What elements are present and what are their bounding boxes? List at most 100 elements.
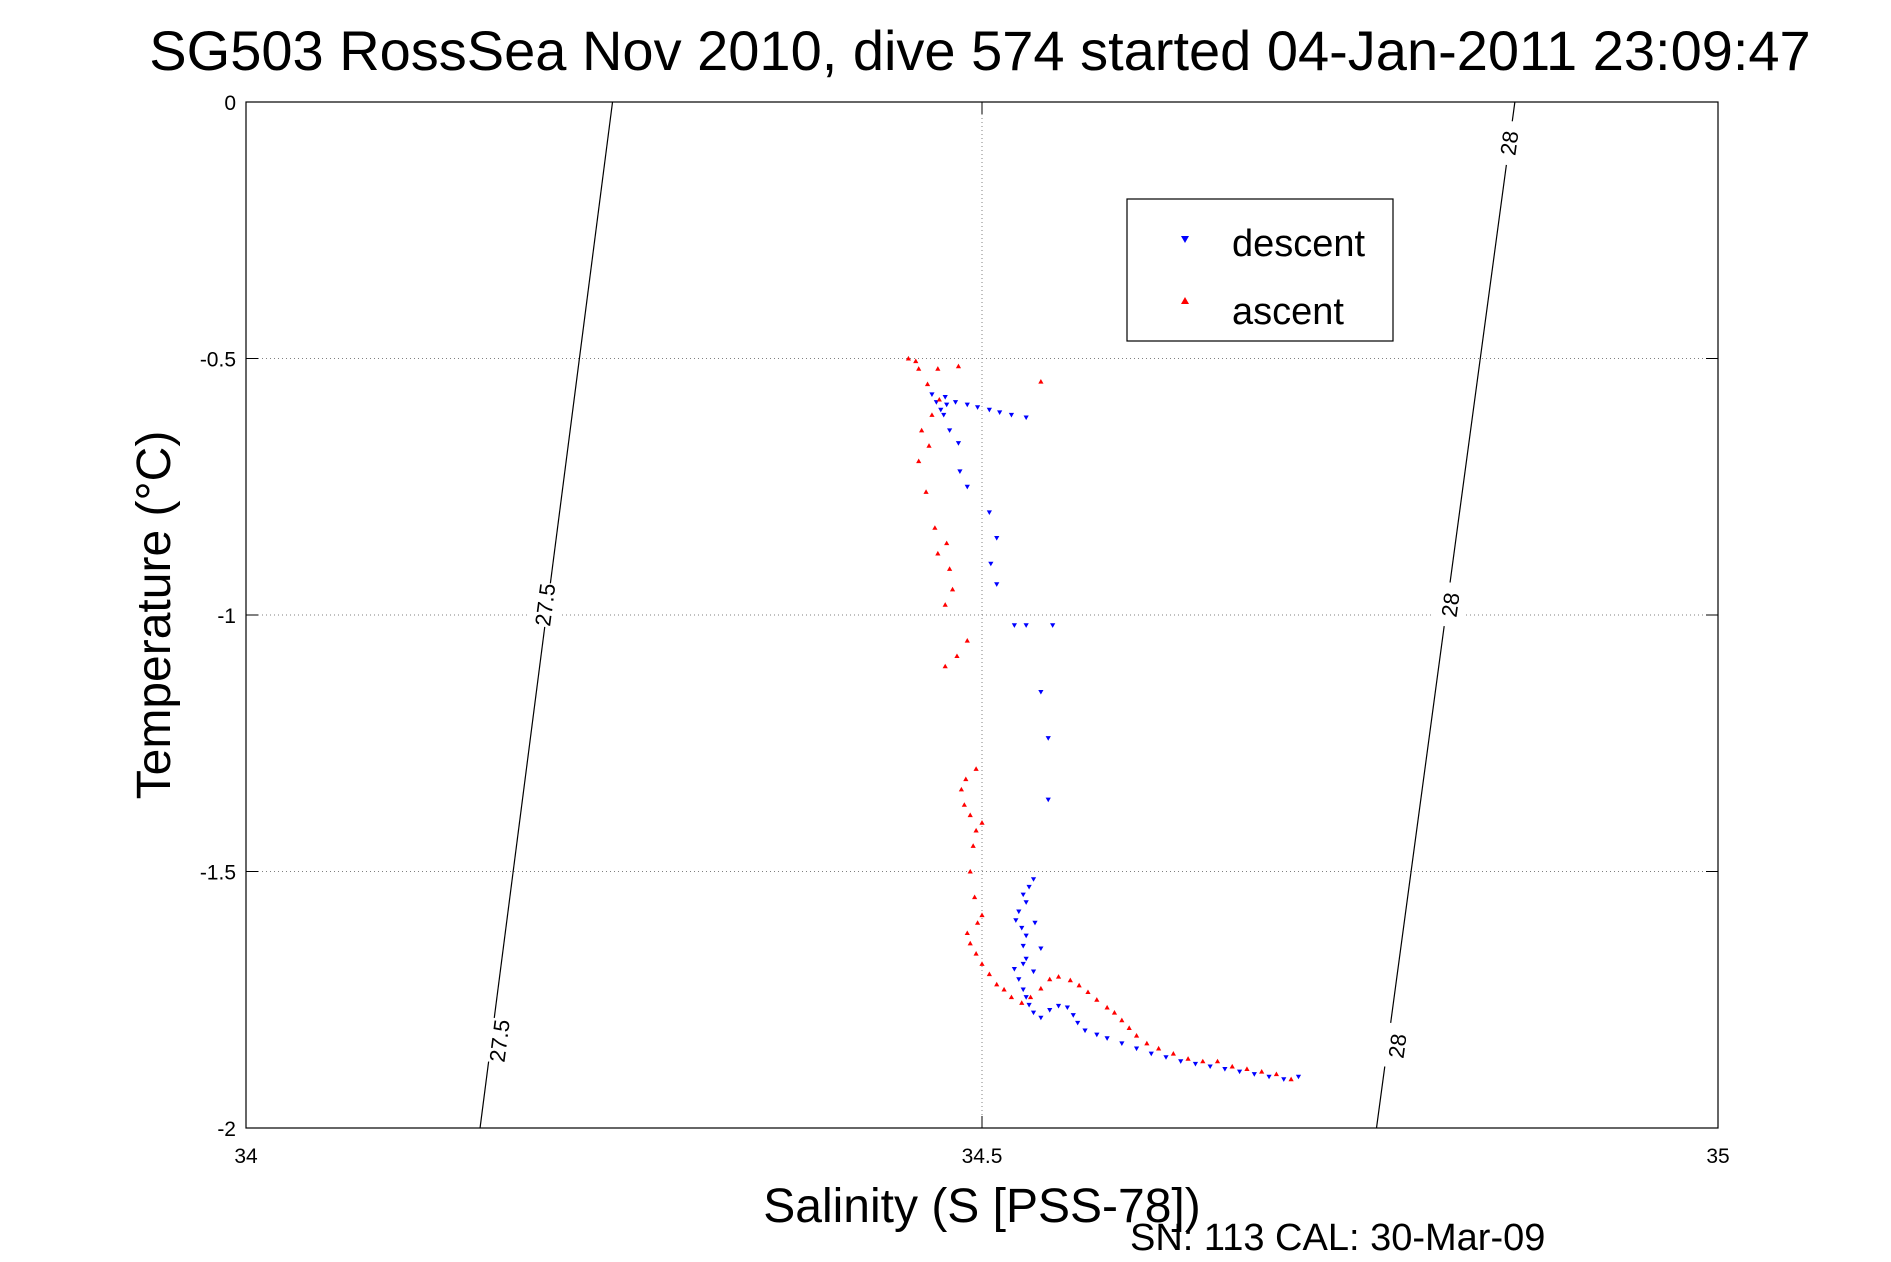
y-tick-label-4: -2	[217, 1118, 236, 1141]
descent-point-23	[1026, 1002, 1032, 1008]
ascent-point-63	[913, 358, 919, 364]
contour-label-28-0: 28	[1384, 1032, 1412, 1060]
grid-lines	[246, 102, 1718, 1128]
descent-point-38	[1026, 884, 1032, 890]
y-tick-label-2: -1	[217, 605, 236, 628]
legend-marker-descent	[1181, 236, 1189, 243]
ascent-point-4	[1229, 1063, 1235, 1069]
ascent-point-42	[958, 786, 964, 792]
ascent-point-11	[1133, 1033, 1140, 1038]
descent-point-53	[957, 469, 963, 474]
legend-label-ascent: ascent	[1232, 291, 1344, 333]
ascent-point-16	[1094, 997, 1100, 1002]
descent-point-41	[1032, 920, 1038, 926]
legend: descent ascent	[1126, 198, 1394, 342]
descent-point-45	[1011, 623, 1017, 628]
ascent-point-52	[944, 540, 950, 546]
ascent-point-9	[1156, 1045, 1162, 1051]
y-axis-label: Temperature (°C)	[128, 431, 181, 800]
descent-point-10	[1148, 1051, 1154, 1057]
descent-point-58	[952, 400, 959, 405]
descent-point-39	[1030, 877, 1037, 882]
descent-point-21	[1038, 1015, 1044, 1021]
descent-point-56	[941, 412, 947, 418]
ascent-point-0	[1288, 1076, 1294, 1082]
ascent-point-27	[994, 981, 1000, 987]
descent-point-35	[1016, 909, 1022, 915]
x-tick-label-1: 34.5	[962, 1145, 1003, 1168]
data-series	[905, 355, 1302, 1082]
descent-point-63	[1008, 412, 1015, 418]
ascent-point-50	[947, 566, 953, 571]
chart-title: SG503 RossSea Nov 2010, dive 574 started…	[149, 19, 1810, 82]
descent-point-1	[1281, 1077, 1287, 1082]
ascent-point-23	[1027, 994, 1034, 1000]
x-tick-label-0: 34	[234, 1145, 258, 1168]
descent-point-16	[1075, 1020, 1081, 1026]
series-descent	[929, 392, 1302, 1082]
contour-label-28-1: 28	[1437, 591, 1465, 619]
ascent-point-31	[967, 940, 973, 946]
ascent-point-58	[929, 412, 935, 417]
descent-point-44	[1038, 689, 1044, 695]
ascent-point-13	[1119, 1017, 1125, 1023]
ascent-point-2	[1259, 1068, 1265, 1074]
contour-label-28-2: 28	[1495, 129, 1523, 157]
contour-label-27-5-1: 27.5	[530, 582, 560, 628]
ascent-point-47	[964, 638, 970, 643]
descent-point-8	[1178, 1059, 1184, 1064]
y-tick-label-3: -1.5	[200, 862, 236, 885]
descent-point-6	[1207, 1064, 1213, 1070]
ascent-point-39	[979, 820, 985, 825]
ascent-point-46	[954, 653, 960, 659]
ascent-point-61	[916, 366, 922, 371]
descent-point-61	[986, 407, 992, 413]
contour-label-bg-0-1	[526, 580, 564, 629]
descent-point-29	[1030, 969, 1037, 975]
ascent-point-34	[979, 912, 985, 918]
descent-point-31	[1020, 943, 1026, 949]
ascent-point-62	[905, 355, 911, 361]
ascent-point-32	[964, 930, 970, 936]
ascent-point-66	[1038, 378, 1044, 384]
ascent-point-40	[967, 812, 973, 818]
descent-point-36	[1023, 900, 1029, 905]
axis-ticks: 34 34.5 35 0 -0.5 -1 -1.5 -2	[200, 92, 1730, 1168]
legend-label-descent: descent	[1232, 223, 1366, 265]
ascent-point-29	[979, 961, 985, 966]
descent-point-18	[1064, 1005, 1070, 1011]
ascent-point-45	[942, 663, 948, 669]
descent-point-64	[1023, 415, 1029, 421]
ascent-point-6	[1200, 1058, 1206, 1064]
legend-marker-ascent	[1181, 297, 1189, 304]
descent-point-55	[947, 428, 953, 433]
descent-point-4	[1237, 1069, 1243, 1075]
plot-area: 27.5 27.5 28 28 28 34 34.5 35 0 -0.5 -1 -1.5 -2	[200, 92, 1730, 1168]
descent-point-20	[1047, 1008, 1053, 1013]
descent-point-11	[1133, 1046, 1140, 1052]
ascent-point-19	[1067, 977, 1073, 983]
descent-point-12	[1119, 1041, 1125, 1046]
series-ascent	[905, 355, 1294, 1082]
ascent-point-49	[949, 586, 956, 592]
ascent-point-60	[924, 381, 931, 387]
ascent-point-17	[1085, 989, 1091, 995]
x-tick-label-2: 35	[1706, 1145, 1729, 1168]
ascent-point-10	[1144, 1040, 1150, 1046]
descent-point-46	[1023, 623, 1029, 628]
descent-point-52	[964, 484, 970, 490]
descent-point-67	[938, 407, 944, 413]
ascent-point-54	[923, 489, 929, 494]
descent-point-37	[1020, 892, 1026, 898]
descent-point-9	[1163, 1055, 1169, 1060]
descent-point-7	[1192, 1061, 1199, 1067]
ascent-point-53	[932, 525, 938, 530]
descent-point-32	[1023, 933, 1029, 939]
descent-point-43	[1045, 736, 1051, 741]
descent-point-40	[1038, 946, 1044, 952]
ascent-point-38	[973, 827, 979, 833]
ascent-point-1	[1273, 1071, 1279, 1077]
ascent-point-59	[936, 396, 942, 402]
descent-point-28	[1020, 961, 1026, 967]
ascent-point-33	[974, 920, 981, 925]
